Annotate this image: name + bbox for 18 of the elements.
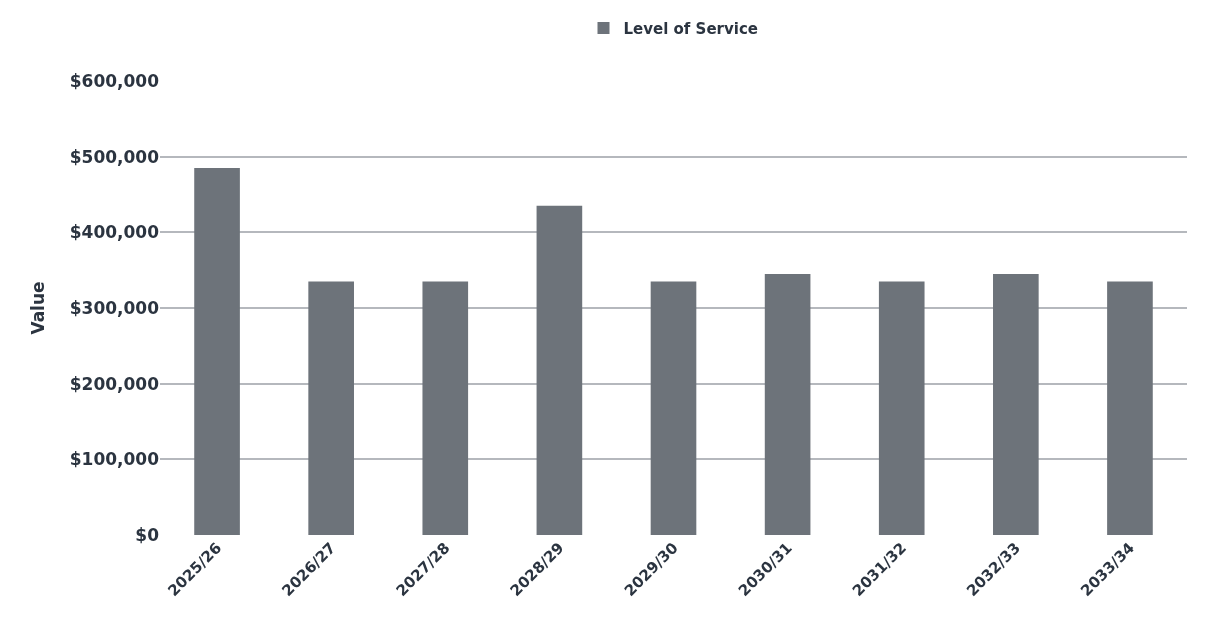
bar	[1107, 281, 1153, 535]
y-axis-title: Value	[28, 281, 49, 335]
bar	[422, 281, 469, 535]
bar	[993, 273, 1039, 535]
y-tick-label: $500,000	[69, 146, 160, 167]
bar	[308, 281, 354, 535]
y-tick-label: $600,000	[69, 70, 160, 91]
y-tick-label: $300,000	[69, 297, 160, 318]
y-tick-label: $400,000	[69, 222, 160, 243]
y-tick-label: $0	[135, 524, 160, 545]
y-tick-label: $200,000	[69, 373, 160, 394]
bar	[650, 281, 697, 535]
bar	[536, 205, 583, 535]
y-tick-label: $100,000	[69, 449, 160, 470]
legend-label: Level of Service	[623, 19, 758, 38]
bar	[194, 168, 240, 535]
bar	[878, 281, 925, 535]
bar	[764, 273, 811, 535]
